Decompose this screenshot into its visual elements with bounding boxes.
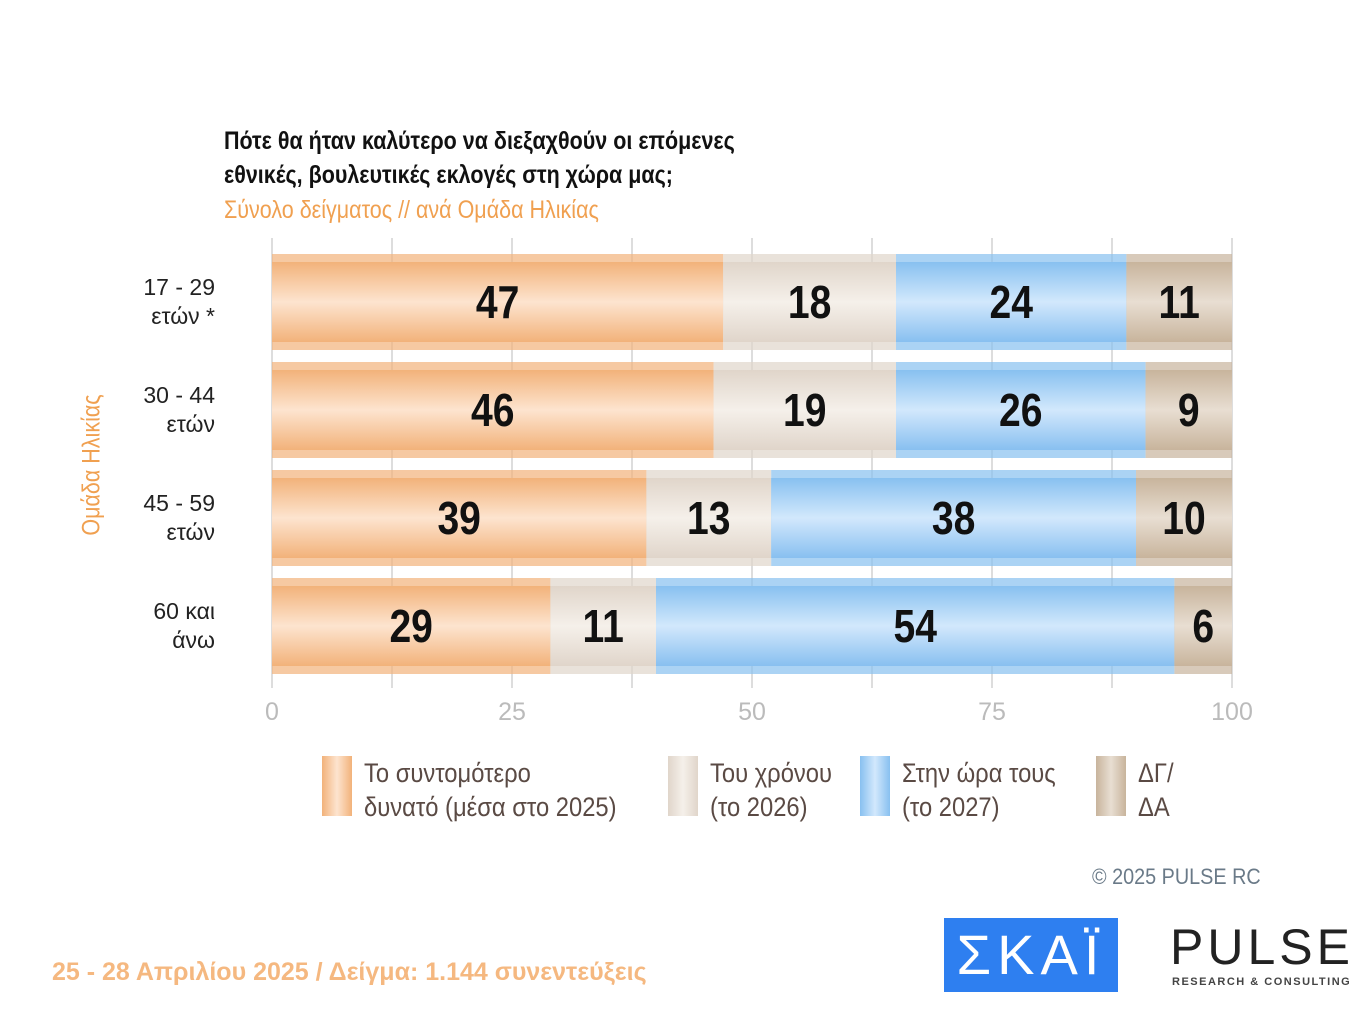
bar-segment bbox=[656, 586, 1175, 666]
legend-text: Το συντομότερο bbox=[364, 758, 531, 788]
data-label: 39 bbox=[437, 493, 480, 545]
data-label: 11 bbox=[583, 601, 624, 653]
data-label: 6 bbox=[1192, 601, 1214, 653]
legend-item: Του χρόνου (το 2026) bbox=[668, 756, 849, 824]
legend-text: Του χρόνου bbox=[710, 758, 833, 788]
data-label: 11 bbox=[1159, 277, 1200, 329]
bar-segment bbox=[896, 262, 1127, 342]
data-label: 13 bbox=[687, 493, 730, 545]
data-label: 26 bbox=[999, 385, 1042, 437]
bar-segment bbox=[1174, 586, 1232, 666]
bar-segment bbox=[272, 370, 714, 450]
legend-text: ΔΓ/ bbox=[1138, 758, 1174, 788]
category-label: 60 και bbox=[153, 598, 215, 624]
title-line: Πότε θα ήταν καλύτερο να διεξαχθούν οι ε… bbox=[224, 127, 735, 155]
bar-segment bbox=[1126, 262, 1232, 342]
bar-segment bbox=[771, 478, 1136, 558]
bar-segment bbox=[646, 478, 772, 558]
bar-segment bbox=[272, 586, 551, 666]
legend-item: Στην ώρα τους (το 2027) bbox=[860, 756, 1077, 824]
bar-segment bbox=[1136, 478, 1232, 558]
bar-segment bbox=[1145, 370, 1232, 450]
x-tick-label: 50 bbox=[738, 698, 766, 726]
skai-logo: ΣΚΑΪ bbox=[944, 918, 1118, 992]
chart-title: Πότε θα ήταν καλύτερο να διεξαχθούν οι ε… bbox=[224, 124, 735, 192]
footer-note: 25 - 28 Απριλίου 2025 / Δείγμα: 1.144 συ… bbox=[52, 958, 647, 986]
bar-segment bbox=[896, 370, 1146, 450]
legend-swatch bbox=[668, 756, 698, 816]
legend-item: Το συντομότερο δυνατό (μέσα στο 2025) bbox=[322, 756, 651, 824]
category-label: 17 - 29 bbox=[143, 274, 215, 300]
legend-swatch bbox=[860, 756, 890, 816]
legend-swatch bbox=[322, 756, 352, 816]
data-label: 54 bbox=[893, 601, 937, 653]
bar-segment bbox=[713, 370, 896, 450]
data-label: 18 bbox=[788, 277, 831, 329]
category-label: άνω bbox=[172, 627, 215, 653]
pulse-logo: PULSE bbox=[1170, 919, 1354, 975]
legend-text: (το 2026) bbox=[710, 792, 808, 822]
x-tick-label: 75 bbox=[978, 698, 1006, 726]
category-label: ετών bbox=[167, 519, 215, 545]
data-label: 46 bbox=[471, 385, 514, 437]
copyright: © 2025 PULSE RC bbox=[1092, 864, 1261, 889]
legend-swatch bbox=[1096, 756, 1126, 816]
category-label: 30 - 44 bbox=[143, 382, 215, 408]
pulse-logo-subtitle: RESEARCH & CONSULTING bbox=[1172, 976, 1352, 988]
category-label: ετών * bbox=[151, 303, 215, 329]
bar-segment bbox=[723, 262, 896, 342]
data-label: 19 bbox=[783, 385, 826, 437]
x-tick-label: 100 bbox=[1211, 698, 1253, 726]
data-label: 38 bbox=[932, 493, 975, 545]
bar-segment bbox=[272, 262, 724, 342]
bar-segment bbox=[272, 478, 647, 558]
legend-text: (το 2027) bbox=[902, 792, 1000, 822]
data-label: 47 bbox=[476, 277, 519, 329]
category-label: 45 - 59 bbox=[143, 490, 215, 516]
title-line: εθνικές, βουλευτικές εκλογές στη χώρα μα… bbox=[224, 161, 673, 189]
legend-item: ΔΓ/ΔΑ bbox=[1096, 756, 1178, 824]
x-tick-label: 0 bbox=[265, 698, 279, 726]
legend-text: δυνατό (μέσα στο 2025) bbox=[364, 792, 617, 822]
data-label: 24 bbox=[989, 277, 1033, 329]
chart-subtitle: Σύνολο δείγματος // ανά Ομάδα Ηλικίας bbox=[224, 196, 599, 224]
legend-text: Στην ώρα τους bbox=[902, 758, 1056, 788]
legend-text: ΔΑ bbox=[1138, 792, 1170, 822]
data-label: 29 bbox=[389, 601, 432, 653]
data-label: 9 bbox=[1178, 385, 1200, 437]
bar-segment bbox=[550, 586, 656, 666]
x-tick-label: 25 bbox=[498, 698, 526, 726]
data-label: 10 bbox=[1162, 493, 1205, 545]
category-label: ετών bbox=[167, 411, 215, 437]
